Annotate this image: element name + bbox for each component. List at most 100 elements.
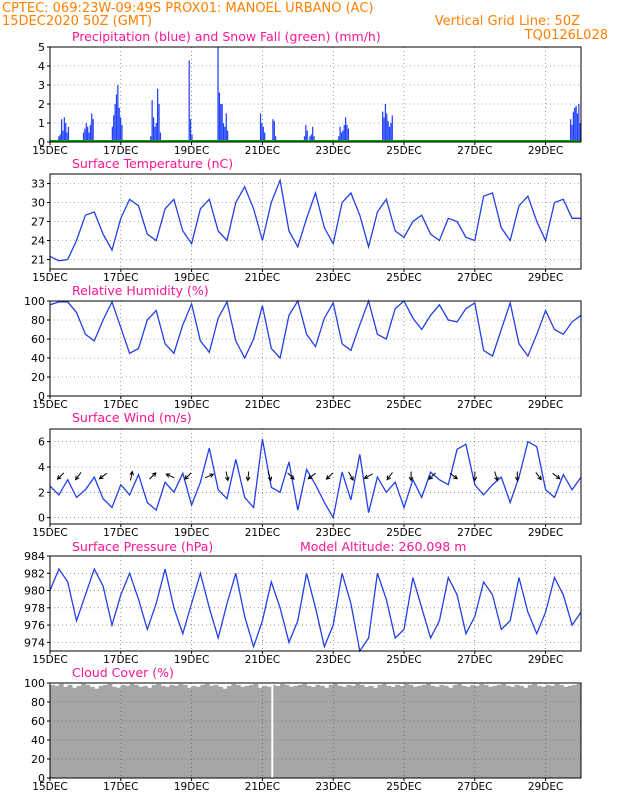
humidity-title: Relative Humidity (%) [72,283,209,298]
cloud-bar [116,687,122,778]
wind-arrow [308,472,316,480]
precip-bar [387,121,389,142]
wind-arrow-head [129,470,134,476]
cloud-bar [98,685,104,778]
wind-ytick-label: 2 [38,486,45,499]
cloud-ytick-label: 60 [31,715,45,728]
cloud-bar [147,687,153,778]
precip-xtick-label: 17DEC [103,145,138,157]
cloud-bar [306,685,312,778]
cloud-bar [434,686,440,778]
cloud-bar [156,683,162,778]
precip-panel: Precipitation (blue) and Snow Fall (gree… [32,29,582,157]
pressure-ytick-label: 982 [24,567,45,580]
precip-bar [345,117,347,142]
temperature-panel: Surface Temperature (nC) 21 24 27 30 33 15DEC… [31,156,582,284]
cloud-bar [173,685,179,778]
pressure-ytick-label: 984 [24,550,45,563]
precip-bar [92,119,94,142]
cloud-xtick-label: 19DEC [174,781,209,793]
cloud-ytick-label: 0 [38,772,45,785]
cloud-bar [302,683,308,778]
precip-bar [339,126,341,142]
cloud-bar [125,685,131,778]
wind-arrow [287,472,295,480]
precip-xtick-label: 27DEC [457,145,492,157]
precip-bar [65,123,67,142]
wind-arrow [386,472,393,480]
cloud-bar [395,684,400,778]
cloud-bar [169,684,175,778]
precip-bar [224,126,226,142]
precip-bar [118,107,120,142]
precip-ytick-label: 1 [38,117,45,130]
precip-bar [82,132,85,142]
wind-arrow [267,471,272,481]
cloud-bar [496,684,502,778]
temperature-line [49,177,581,262]
wind-xtick-label: 29DEC [528,527,563,539]
pressure-xtick-label: 23DEC [315,654,350,666]
pressure-ytick-label: 978 [24,602,45,615]
wind-arrow-head [74,475,80,481]
wind-xtick-label: 25DEC [386,527,421,539]
wind-arrow [130,471,133,481]
humidity-xtick-label: 23DEC [315,399,350,411]
precip-bar [338,136,340,142]
cloud-bar [178,683,184,778]
temperature-xtick-label: 19DEC [174,272,209,284]
wind-arrow-head [151,472,157,477]
cloud-bar [182,684,188,778]
wind-arrow-head [267,476,273,482]
cloud-ytick-label: 20 [31,753,45,766]
precip-bar [85,123,87,142]
cloud-gap [271,683,274,778]
cloud-ytick-label: 40 [31,734,45,747]
wind-panel: Surface Wind (m/s) 0 2 4 6 15DEC 17DEC 19DEC 21… [32,410,582,539]
pressure-xtick-label: 17DEC [103,654,138,666]
precip-bar [117,85,119,142]
precip-xtick-label: 15DEC [32,145,67,157]
wind-arrow [247,471,250,481]
cloud-bar [532,683,538,778]
precip-bar [579,123,581,142]
header-grid-note: Vertical Grid Line: 50Z [435,14,580,29]
humidity-xtick-label: 25DEC [386,399,421,411]
cloud-bar [576,683,582,778]
cloud-bar [196,686,201,778]
wind-arrow [494,471,498,481]
cloud-bar [76,685,82,778]
cloud-ytick-label: 100 [24,677,45,690]
cloud-bar [94,688,100,778]
wind-arrow [57,472,65,480]
wind-arrow-head [555,474,561,480]
pressure-xtick-label: 25DEC [386,654,421,666]
precip-bar [222,123,225,142]
pressure-title: Surface Pressure (hPa) [72,539,213,554]
wind-ytick-label: 6 [38,436,45,449]
precip-bar [386,113,388,142]
precip-bar [310,134,312,142]
header-model: TQ0126L028 [524,28,608,43]
humidity-xtick-label: 29DEC [528,399,563,411]
precip-xtick-label: 23DEC [315,145,350,157]
cloud-bar [240,686,246,778]
cloud-bar [364,686,370,778]
cloud-bar [89,686,95,778]
cloud-frame [49,682,582,779]
cloud-bar [536,685,542,778]
wind-arrow-head [165,473,171,478]
precip-bar [342,130,344,142]
temperature-xtick-label: 27DEC [457,272,492,284]
cloud-bar [350,685,356,778]
precip-xtick-label: 29DEC [528,145,563,157]
precip-bar [191,134,193,142]
precip-bar [114,104,116,142]
humidity-line [49,298,582,360]
cloud-bar [165,686,170,778]
wind-arrow [364,473,373,479]
precip-xtick-label: 19DEC [174,145,209,157]
cloud-bar [426,683,431,778]
humidity-ytick-label: 20 [31,371,45,384]
precip-bar [391,115,393,142]
